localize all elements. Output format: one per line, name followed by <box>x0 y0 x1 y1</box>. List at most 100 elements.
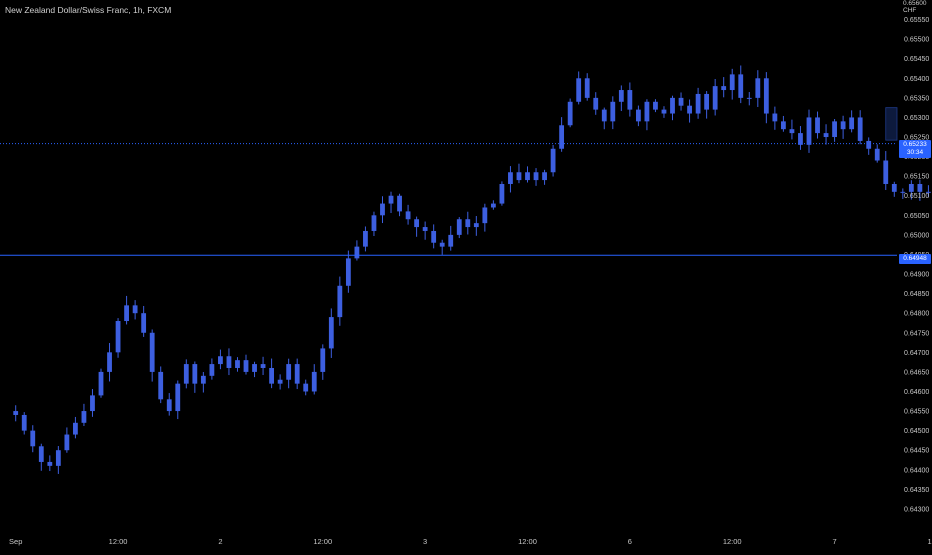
candle-body <box>627 90 633 110</box>
candle-body <box>55 450 61 466</box>
price-tick-label: 0.64700 <box>904 350 929 357</box>
candle-body <box>849 117 855 130</box>
time-tick-label: 12:00 <box>928 537 932 546</box>
candle-body <box>567 101 573 126</box>
candle-body <box>584 78 590 98</box>
candle-body <box>175 383 181 412</box>
candle-body <box>286 364 292 380</box>
candle-body <box>533 172 539 181</box>
candle-body <box>64 434 70 451</box>
price-tick-label: 0.65450 <box>904 56 929 63</box>
price-tick-label: 0.64800 <box>904 311 929 318</box>
candle-body <box>883 160 889 184</box>
candle-body <box>746 97 752 99</box>
candle-body <box>81 411 87 423</box>
candle-body <box>397 195 402 212</box>
price-tick-label: 0.64600 <box>904 389 929 396</box>
price-tick-label: 0.65350 <box>904 95 929 102</box>
candle-body <box>789 129 795 134</box>
time-tick-label: 12:00 <box>313 537 332 546</box>
time-tick-label: 12:00 <box>109 537 128 546</box>
candle-body <box>695 93 701 114</box>
candle-body <box>345 258 351 286</box>
candle-body <box>687 105 692 114</box>
candle-body <box>661 109 667 114</box>
chart-title: New Zealand Dollar/Swiss Franc, 1h, FXCM <box>5 5 172 15</box>
candle-body <box>192 364 198 384</box>
time-tick-label: 12:00 <box>723 537 742 546</box>
candle-body <box>218 356 223 365</box>
candle-body <box>704 93 710 110</box>
candle-body <box>431 230 437 243</box>
candle-body <box>635 109 641 122</box>
candle-body <box>115 321 121 353</box>
candle-body <box>926 191 931 193</box>
candle-body <box>235 360 240 368</box>
candle-body <box>823 133 829 138</box>
candle-body <box>405 211 411 220</box>
candle-body <box>465 219 471 228</box>
price-tick-label: 0.65550 <box>904 17 929 24</box>
candle-body <box>226 356 232 368</box>
candle-body <box>141 313 147 333</box>
time-tick-label: 7 <box>832 537 836 546</box>
candle-body <box>559 125 565 149</box>
candle-body <box>644 101 650 122</box>
candle-body <box>516 172 522 181</box>
candle-body <box>149 332 155 372</box>
price-tick-label: 0.64900 <box>904 272 929 279</box>
candle-body <box>576 78 582 102</box>
candle-body <box>47 461 53 466</box>
time-tick-label: 3 <box>423 537 427 546</box>
candle-body <box>13 411 19 415</box>
currency-code: CHF <box>903 7 917 14</box>
candle-body <box>448 234 454 247</box>
candle-body <box>593 97 599 110</box>
currency-label: 0.65600 CHF <box>903 0 927 14</box>
price-tick-label: 0.65400 <box>904 76 929 83</box>
candle-body <box>260 364 266 368</box>
candle-body <box>209 364 215 376</box>
candle-body <box>772 113 778 122</box>
price-tick-label: 0.65150 <box>904 174 929 181</box>
price-tick-label: 0.65250 <box>904 135 929 142</box>
time-tick-label: 2 <box>218 537 222 546</box>
candle-body <box>670 97 675 114</box>
candle-body <box>891 183 897 192</box>
candle-body <box>473 223 479 228</box>
candle-body <box>124 305 129 322</box>
candle-body <box>908 183 914 192</box>
candle-body <box>550 148 556 173</box>
candle-body <box>653 101 658 110</box>
candle-body <box>132 305 138 314</box>
candle-body <box>618 90 624 102</box>
candle-body <box>166 399 172 412</box>
price-tick-label: 0.64650 <box>904 369 929 376</box>
candle-body <box>738 74 744 98</box>
candle-body <box>414 219 420 228</box>
candle-body <box>73 422 78 435</box>
candle-body <box>98 371 104 396</box>
price-tick-label: 0.64550 <box>904 409 929 416</box>
time-tick-label: 12:00 <box>518 537 537 546</box>
candle-body <box>525 172 530 181</box>
candle-body <box>610 101 616 122</box>
candle-body <box>798 133 803 145</box>
target-price-value: 0.64948 <box>903 255 927 262</box>
candle-body <box>90 395 95 412</box>
price-tick-label: 0.64450 <box>904 448 929 455</box>
candle-body <box>328 317 334 349</box>
price-tick-label: 0.64750 <box>904 330 929 337</box>
candle-body <box>269 367 274 384</box>
candle-body <box>917 183 923 192</box>
candle-body <box>601 109 607 122</box>
countdown-value: 30:34 <box>906 149 924 156</box>
current-price-value: 0.65233 <box>903 141 927 148</box>
time-tick-label: 6 <box>628 537 632 546</box>
price-tick-label: 0.64500 <box>904 428 929 435</box>
candle-body <box>866 140 872 149</box>
candle-body <box>422 227 428 231</box>
candle-body <box>482 207 488 224</box>
